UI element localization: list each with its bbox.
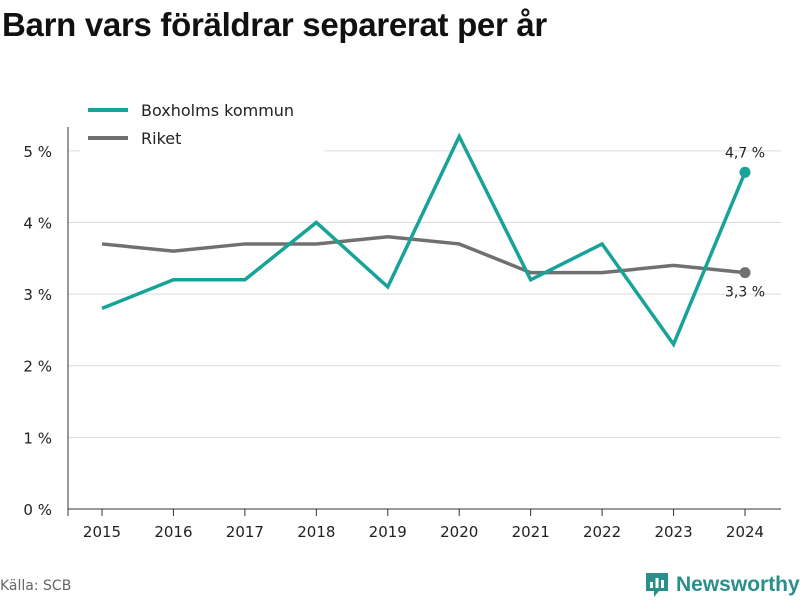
series-line-riket bbox=[101, 235, 746, 275]
legend-background bbox=[80, 94, 324, 152]
y-tick-label: 5 % bbox=[23, 143, 52, 161]
x-tick-label: 2019 bbox=[369, 523, 407, 541]
y-tick-label: 3 % bbox=[23, 286, 52, 304]
y-tick-label: 4 % bbox=[23, 214, 52, 232]
x-tick-label: 2021 bbox=[512, 523, 550, 541]
x-tick-label: 2016 bbox=[154, 523, 192, 541]
chart-title: Barn vars föräldrar separerat per år bbox=[2, 6, 547, 43]
x-tick-label: 2024 bbox=[726, 523, 764, 541]
brand-logo[interactable]: Newsworthy bbox=[644, 570, 800, 600]
series-line-boxholm bbox=[101, 132, 747, 348]
end-label-boxholm: 4,7 % bbox=[725, 145, 765, 161]
y-tick-label: 0 % bbox=[23, 501, 52, 519]
end-marker-riket bbox=[739, 267, 751, 279]
x-tick-label: 2015 bbox=[83, 523, 121, 541]
newsworthy-logo-icon bbox=[646, 573, 668, 597]
x-tick-label: 2022 bbox=[583, 523, 621, 541]
source-note: Källa: SCB bbox=[0, 578, 72, 594]
x-tick-label: 2020 bbox=[440, 523, 478, 541]
legend-label-boxholm: Boxholms kommun bbox=[141, 101, 294, 120]
x-tick-label: 2017 bbox=[226, 523, 264, 541]
end-marker-boxholm bbox=[739, 166, 751, 178]
x-tick-label: 2018 bbox=[297, 523, 335, 541]
legend-label-riket: Riket bbox=[141, 129, 181, 148]
y-tick-label: 1 % bbox=[23, 429, 52, 447]
y-tick-label: 2 % bbox=[23, 358, 52, 376]
brand-name: Newsworthy bbox=[676, 573, 800, 596]
x-tick-label: 2023 bbox=[654, 523, 692, 541]
end-label-riket: 3,3 % bbox=[725, 285, 765, 301]
